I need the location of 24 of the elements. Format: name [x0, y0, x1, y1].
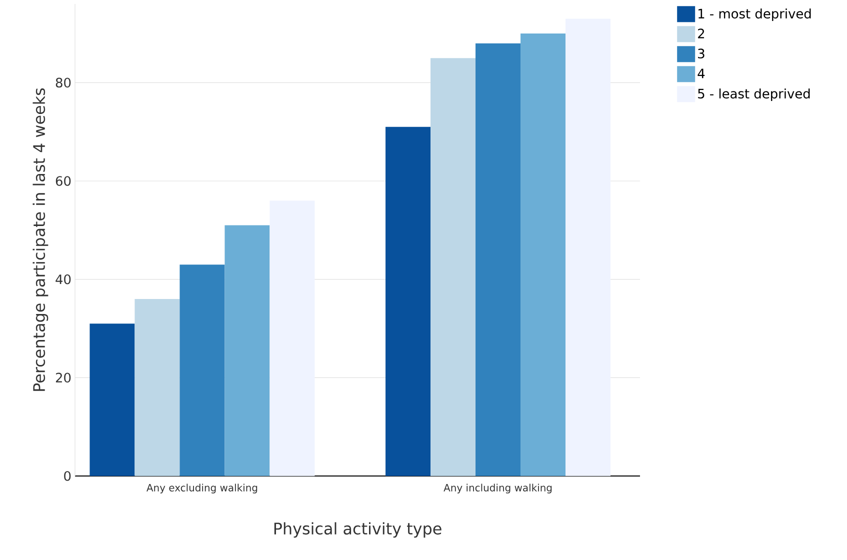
- bar: [180, 264, 225, 476]
- y-axis-title: Percentage participate in last 4 weeks: [32, 88, 48, 391]
- y-tick-label: 40: [56, 274, 71, 284]
- bar: [566, 18, 611, 476]
- bar: [386, 126, 431, 476]
- bar: [476, 43, 521, 476]
- legend-label: 5 - least deprived: [698, 88, 810, 102]
- bar: [520, 33, 566, 476]
- x-axis-title: Physical activity type: [274, 522, 442, 538]
- x-tick-label: Any excluding walking: [146, 484, 258, 494]
- legend-label: 1 - most deprived: [698, 8, 811, 22]
- y-tick-label: 80: [56, 78, 71, 88]
- y-tick-label: 20: [56, 372, 71, 383]
- bar: [134, 298, 180, 476]
- legend-label: 2: [698, 28, 704, 38]
- legend-label: 3: [698, 48, 704, 58]
- y-tick-label: 60: [56, 176, 71, 186]
- bar: [90, 324, 135, 476]
- bar: [224, 225, 270, 476]
- bar: [430, 58, 476, 476]
- x-tick-label: Any including walking: [444, 484, 552, 494]
- bar: [270, 200, 315, 476]
- legend-label: 4: [698, 68, 705, 78]
- y-tick-label: 0: [64, 471, 71, 481]
